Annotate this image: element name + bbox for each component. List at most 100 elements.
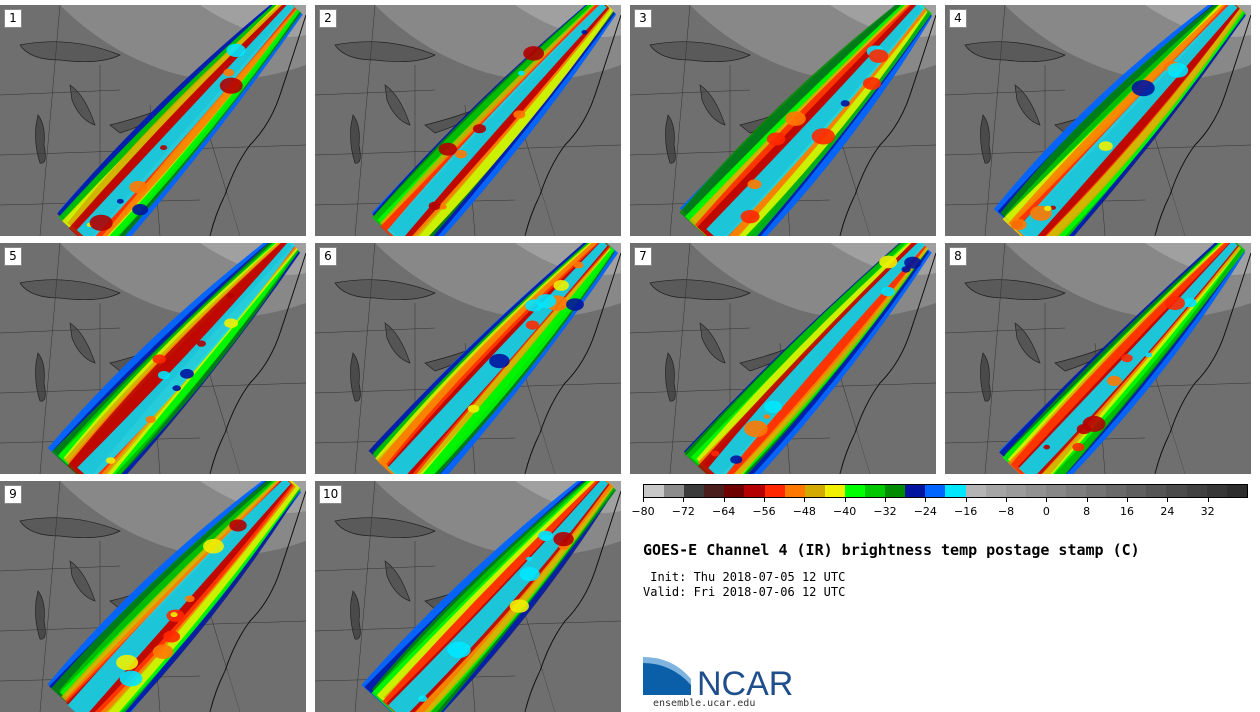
ocean-area [210, 671, 306, 712]
colorbar-tick-label: 8 [1083, 505, 1091, 518]
coastline [209, 252, 306, 474]
lake-michigan [665, 352, 676, 402]
lake-huron [1014, 322, 1041, 364]
ocean-area [210, 433, 306, 474]
convective-cell [438, 142, 458, 156]
colorbar-segment [945, 485, 966, 497]
ocean-area [525, 195, 621, 236]
lake-superior [964, 41, 1066, 62]
convective-cell [454, 149, 468, 159]
convective-cell [472, 124, 487, 134]
colorbar-segment [644, 485, 665, 497]
convective-cell [119, 670, 143, 687]
colorbar-segment [804, 485, 825, 497]
storm-band [67, 243, 293, 474]
colorbar-segment [1126, 485, 1147, 497]
storm-band [387, 5, 607, 236]
panel-2: 2 [315, 5, 621, 236]
colorbar-tick [804, 498, 806, 502]
colorbar-tick-label: −16 [954, 505, 978, 518]
satellite-map [945, 243, 1251, 474]
colorbar-tick-label: −8 [997, 505, 1015, 518]
colorbar-tick [965, 498, 967, 502]
figure-title: GOES-E Channel 4 (IR) brightness temp po… [643, 541, 1140, 559]
convective-cell [116, 198, 124, 204]
panel-7: 7 [630, 243, 936, 474]
convective-cell [519, 567, 540, 582]
convective-cell [1165, 296, 1186, 311]
convective-cell [467, 404, 480, 413]
convective-cell [711, 450, 720, 457]
lake-huron [69, 322, 96, 364]
convective-cell [730, 455, 743, 464]
coastline [209, 490, 306, 712]
colorbar-tick-label: 24 [1160, 505, 1175, 518]
convective-cell [811, 128, 835, 145]
coastline [1154, 14, 1251, 236]
convective-cell [904, 256, 922, 269]
border-line [39, 481, 61, 712]
convective-cell [179, 368, 194, 379]
coastline [524, 252, 621, 474]
convective-cell [740, 209, 760, 224]
ocean-area [525, 671, 621, 712]
border-line [945, 327, 1066, 334]
convective-cell [766, 132, 786, 146]
colorbar-segment [824, 485, 845, 497]
colorbar-segment [1146, 485, 1167, 497]
lake-huron [699, 84, 726, 126]
init-time: Init: Thu 2018-07-05 12 UTC [643, 570, 846, 584]
convective-cell [525, 320, 540, 330]
convective-cell [428, 201, 441, 211]
panel-label: 1 [4, 9, 22, 28]
convective-cell [489, 353, 510, 369]
colorbar-segment [744, 485, 765, 497]
convective-cell [196, 340, 206, 347]
convective-cell [439, 204, 447, 210]
storm-band [77, 243, 296, 474]
convective-cell [1072, 442, 1085, 452]
panel-label: 9 [4, 485, 22, 504]
logo-text: NCAR [697, 665, 793, 699]
ocean-area [840, 195, 936, 236]
colorbar-tick [885, 498, 886, 502]
colorbar-tick [844, 498, 846, 502]
colorbar-segment [784, 485, 805, 497]
colorbar-segment [1045, 485, 1066, 497]
coastline [524, 14, 621, 236]
coastline [524, 490, 621, 712]
colorbar-segment [965, 485, 986, 497]
convective-cell [535, 294, 557, 309]
lake-superior [334, 279, 436, 300]
colorbar-segment [764, 485, 785, 497]
border-line [669, 243, 691, 474]
colorbar-tick [1086, 498, 1088, 502]
convective-cell [226, 43, 246, 57]
satellite-map [945, 5, 1251, 236]
convective-cell [160, 145, 168, 151]
colorbar [643, 484, 1248, 498]
colorbar-segment [905, 485, 926, 497]
satellite-map [315, 5, 621, 236]
colorbar-tick-label: −56 [752, 505, 776, 518]
convective-cell [517, 70, 525, 76]
colorbar-segment [724, 485, 745, 497]
satellite-map [0, 481, 306, 712]
colorbar-tick-label: 0 [1042, 505, 1050, 518]
lake-michigan [665, 114, 676, 164]
lake-michigan [35, 114, 46, 164]
satellite-map [0, 5, 306, 236]
convective-cell [203, 538, 224, 554]
border-line [669, 5, 691, 236]
colorbar-tick [925, 498, 927, 502]
storm-band [708, 243, 926, 474]
panel-8: 8 [945, 243, 1251, 474]
panel-label: 5 [4, 247, 22, 266]
colorbar-tick-label: −48 [792, 505, 816, 518]
convective-cell [763, 414, 771, 419]
colorbar-segment [844, 485, 866, 497]
colorbar-segment [1166, 485, 1187, 497]
lake-michigan [980, 352, 991, 402]
convective-cell [145, 415, 156, 424]
convective-cell [229, 519, 247, 532]
